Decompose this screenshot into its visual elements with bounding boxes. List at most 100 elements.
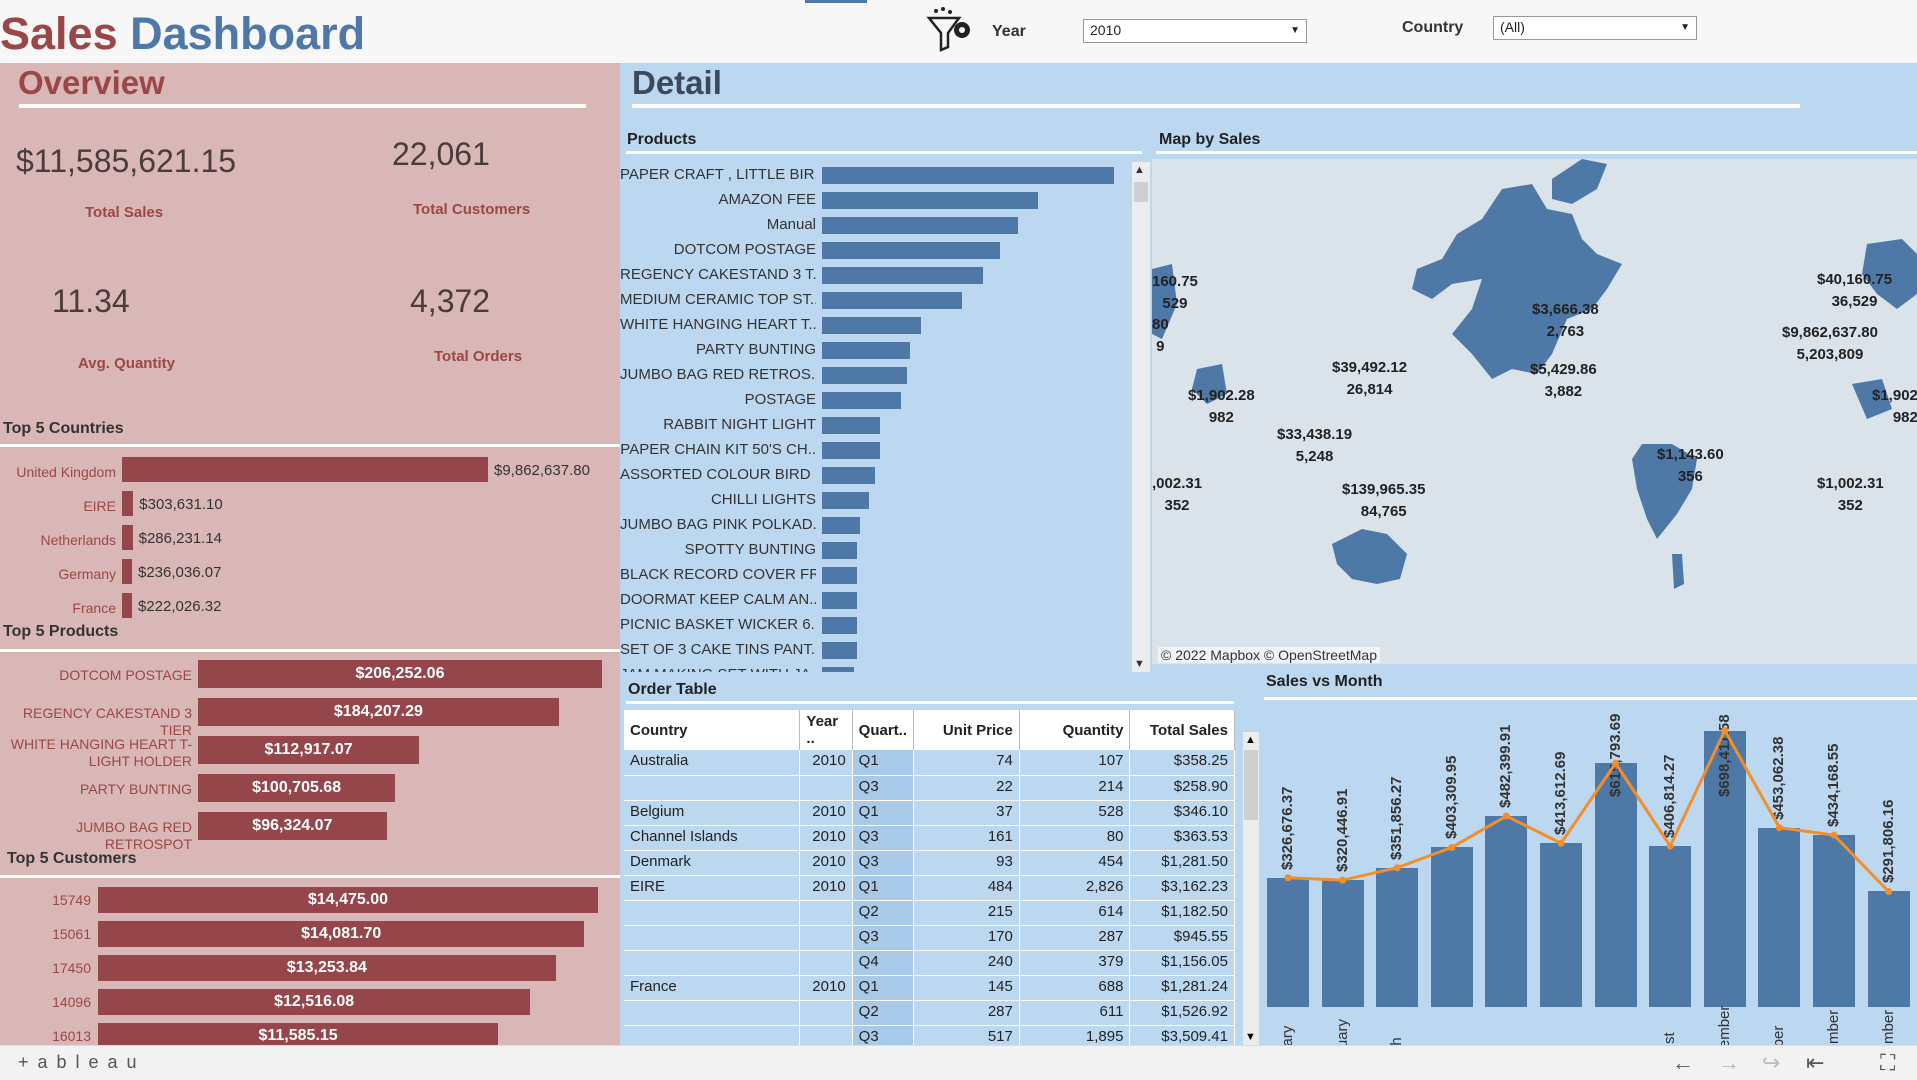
top-product-bar[interactable] [198,698,559,726]
product-row-bar[interactable] [822,242,1001,259]
table-cell: Q1 [852,800,915,826]
order-table-column-header[interactable]: Unit Price [913,710,1020,750]
trend-point[interactable] [1284,874,1292,882]
top-product-bar[interactable] [198,812,387,840]
product-row-bar[interactable] [822,492,869,509]
product-row-bar[interactable] [822,517,860,534]
product-row-bar[interactable] [822,392,901,409]
month-bar[interactable] [1649,845,1692,1007]
month-bar[interactable] [1430,847,1473,1007]
customer-bar[interactable] [98,921,585,947]
country-bar[interactable] [122,491,134,516]
trend-point[interactable] [1612,759,1620,767]
trend-point[interactable] [1775,824,1783,832]
customer-bar[interactable] [98,887,598,913]
customer-bar[interactable] [98,1023,499,1045]
table-cell [624,950,801,976]
product-row-bar[interactable] [822,417,881,434]
trend-point[interactable] [1393,864,1401,872]
scroll-up-icon[interactable]: ▲ [1134,164,1145,176]
product-row-bar[interactable] [822,292,963,309]
country-bar[interactable] [122,559,132,584]
table-cell: $1,182.50 [1129,900,1235,926]
top-product-bar[interactable] [198,736,420,764]
month-bar[interactable] [1267,877,1309,1007]
order-table-column-header[interactable]: Quantity [1019,710,1131,750]
order-table-column-header[interactable]: Total Sales [1129,710,1235,750]
scroll-thumb[interactable] [1134,182,1148,202]
product-row-bar[interactable] [822,342,910,359]
country-value: $236,036.07 [138,564,222,581]
product-row-bar[interactable] [822,667,855,672]
month-bar[interactable] [1485,816,1528,1007]
filter-gear-icon[interactable] [926,6,976,54]
product-row-bar[interactable] [822,267,983,284]
product-row-bar[interactable] [822,217,1018,234]
order-table-column-header[interactable]: Country [624,710,801,750]
order-table-column-header[interactable]: Quart.. [852,710,915,750]
scroll-down-icon[interactable]: ▼ [1245,1031,1256,1043]
product-row-bar[interactable] [822,167,1114,184]
country-bar[interactable] [122,457,488,482]
top-product-bar[interactable] [198,774,396,802]
trend-point[interactable] [1448,843,1456,851]
month-bar[interactable] [1703,730,1746,1007]
product-row-bar[interactable] [822,592,858,609]
scroll-thumb[interactable] [1244,750,1258,820]
product-row-label: PARTY BUNTING [695,341,816,358]
order-table-column-header[interactable]: Year .. [799,710,853,750]
scroll-up-icon[interactable]: ▲ [1245,734,1256,746]
customer-bar[interactable] [98,989,531,1015]
table-cell: 484 [913,875,1020,901]
trend-point[interactable] [1830,831,1838,839]
trend-point[interactable] [1557,839,1565,847]
products-scrollbar[interactable]: ▲ ▼ [1132,162,1150,672]
month-bar[interactable] [1540,843,1582,1007]
year-dropdown[interactable]: 2010 ▼ [1083,19,1307,43]
product-row-bar[interactable] [822,542,858,559]
month-bar[interactable] [1867,891,1910,1007]
scroll-down-icon[interactable]: ▼ [1134,658,1145,670]
product-row-bar[interactable] [822,617,858,634]
month-bar[interactable] [1376,867,1419,1007]
order-table-scrollbar[interactable]: ▲ ▼ [1243,732,1259,1045]
sales-map[interactable]: 160.75 529 80 9 $1,902.28 982,002.31 352 $3,666… [1152,159,1917,664]
table-cell: 2010 [799,800,853,826]
trend-point[interactable] [1666,842,1674,850]
month-bar[interactable] [1594,763,1637,1007]
fullscreen-icon[interactable]: ⛶ [1880,1050,1896,1075]
revert-icon[interactable]: ↪ [1762,1050,1781,1075]
table-cell: Australia [624,750,801,776]
trend-point[interactable] [1502,812,1510,820]
country-value: $9,862,637.80 [494,462,590,479]
top-customers-divider [0,875,620,878]
year-dropdown-value: 2010 [1090,22,1122,38]
product-row-bar[interactable] [822,642,858,659]
reset-icon[interactable]: ⇤ [1806,1050,1825,1075]
trend-point[interactable] [1339,876,1347,884]
country-label: France [72,600,116,616]
product-row-bar[interactable] [822,442,881,459]
country-bar[interactable] [122,525,133,550]
customer-bar[interactable] [98,955,556,981]
table-cell [624,1025,801,1045]
undo-icon[interactable]: ← [1672,1050,1694,1075]
month-bar[interactable] [1758,827,1801,1007]
product-row-bar[interactable] [822,317,922,334]
redo-icon[interactable]: → [1718,1050,1740,1075]
product-label: JUMBO BAG RED RETROSPOT [76,819,192,852]
product-row-bar[interactable] [822,367,907,384]
trend-point[interactable] [1885,887,1893,895]
month-bar[interactable] [1813,835,1855,1007]
trend-point[interactable] [1721,727,1729,735]
country-dropdown[interactable]: (All) ▼ [1493,16,1697,40]
country-bar[interactable] [122,593,132,618]
trend-polyline [1287,727,1890,893]
product-row-bar[interactable] [822,192,1039,209]
product-row-bar[interactable] [822,567,858,584]
table-cell: 2010 [799,850,853,876]
month-bar[interactable] [1321,880,1364,1007]
top-product-bar[interactable] [198,660,602,688]
product-row-bar[interactable] [822,467,875,484]
table-row: Australia 2010 Q1 74 107 $358.25 [624,750,1235,776]
